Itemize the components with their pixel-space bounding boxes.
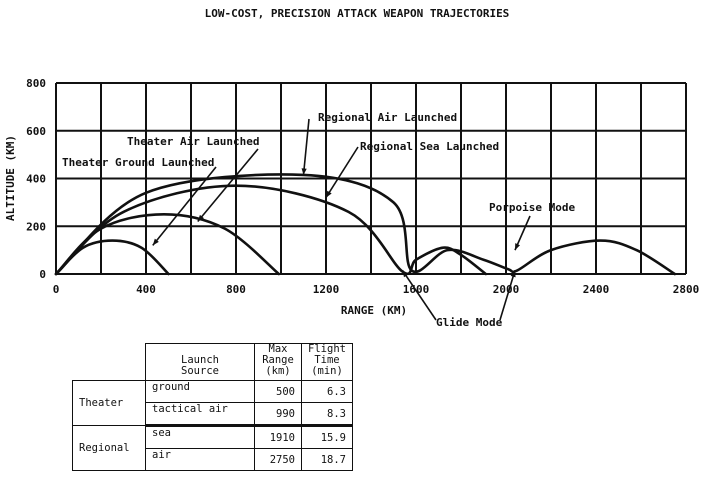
y-tick-label: 400 (26, 173, 46, 186)
header-line: Range (262, 354, 294, 366)
annotation-arrow (499, 270, 516, 321)
time-cell: 18.7 (301, 448, 353, 471)
y-tick-label: 0 (39, 268, 46, 281)
x-tick-label: 2000 (493, 283, 520, 296)
group-regional: Regional (72, 425, 146, 471)
trajectory-line (54, 184, 488, 276)
annotation-arrow (197, 148, 259, 222)
annotation-label: Regional Air Launched (318, 111, 457, 124)
trajectory-chart: LOW-COST, PRECISION ATTACK WEAPON TRAJEC… (4, 7, 699, 329)
header-flight-time: Flight Time (min) (301, 343, 353, 381)
time-cell: 6.3 (301, 380, 353, 403)
y-axis-label: ALTITUDE (KM) (4, 135, 17, 221)
y-tick-label: 800 (26, 77, 46, 90)
source-cell: air (145, 448, 255, 471)
x-tick-label: 2400 (583, 283, 610, 296)
annotation-arrowhead (301, 168, 307, 175)
header-line: (km) (265, 365, 291, 377)
header-line: Launch (181, 354, 219, 366)
x-tick-label: 800 (226, 283, 246, 296)
annotation-label: Regional Sea Launched (360, 140, 499, 153)
trajectory-line (54, 173, 677, 276)
header-line: Source (181, 365, 219, 377)
table-row: Theater ground 500 6.3 (72, 380, 353, 426)
range-cell: 990 (254, 402, 302, 427)
chart-annotations: Regional Air Launched Regional Sea Launch… (62, 111, 575, 329)
x-tick-label: 400 (136, 283, 156, 296)
annotation-arrow (152, 166, 217, 246)
chart-grid (55, 82, 687, 275)
annotation-label: Porpoise Mode (489, 201, 575, 214)
annotation-label: Theater Air Launched (127, 135, 259, 148)
chart-series (54, 173, 677, 276)
x-axis-label: RANGE (KM) (341, 304, 407, 317)
range-cell: 500 (254, 380, 302, 403)
range-cell: 1910 (254, 425, 302, 449)
time-cell: 8.3 (301, 402, 353, 427)
annotation-arrowhead (152, 238, 159, 246)
header-max-range: Max Range (km) (254, 343, 302, 381)
time-cell: 15.9 (301, 425, 353, 449)
table-row: air 2750 18.7 (73, 448, 353, 471)
table-row: tactical air 990 8.3 (73, 402, 353, 427)
annotation-arrow (401, 269, 437, 321)
header-line: (min) (311, 365, 343, 377)
launch-summary-table: Launch Source Max Range (km) Flight Time… (72, 343, 353, 471)
header-line: Flight (308, 343, 346, 355)
chart-ticks: 0400800120016002000240028000200400600800 (26, 77, 699, 296)
table-row: Regional sea 1910 15.9 (72, 425, 353, 471)
chart-title: LOW-COST, PRECISION ATTACK WEAPON TRAJEC… (205, 7, 510, 20)
header-line: Max (268, 343, 288, 355)
annotation-arrow (325, 146, 359, 199)
header-launch-source: Launch Source (145, 343, 255, 381)
x-tick-label: 2800 (673, 283, 700, 296)
header-blank (73, 344, 146, 381)
annotation-arrowhead (510, 270, 516, 278)
source-cell: ground (145, 380, 255, 403)
y-tick-label: 200 (26, 220, 46, 233)
annotation-label: Glide Mode (436, 316, 503, 329)
annotation-arrowhead (197, 214, 204, 222)
annotation-arrow (302, 118, 310, 175)
range-cell: 2750 (254, 448, 302, 471)
x-tick-label: 1200 (313, 283, 340, 296)
group-theater: Theater (72, 380, 146, 426)
source-cell: sea (145, 425, 255, 449)
annotation-label: Theater Ground Launched (62, 156, 214, 169)
header-line: Time (314, 354, 340, 366)
source-cell: tactical air (145, 402, 255, 427)
annotation-arrowhead (515, 243, 520, 251)
annotation-arrowhead (326, 190, 332, 198)
y-tick-label: 600 (26, 125, 46, 138)
x-tick-label: 0 (53, 283, 60, 296)
annotation-arrowhead (402, 270, 409, 278)
table-header-row: Launch Source Max Range (km) Flight Time… (73, 343, 353, 381)
